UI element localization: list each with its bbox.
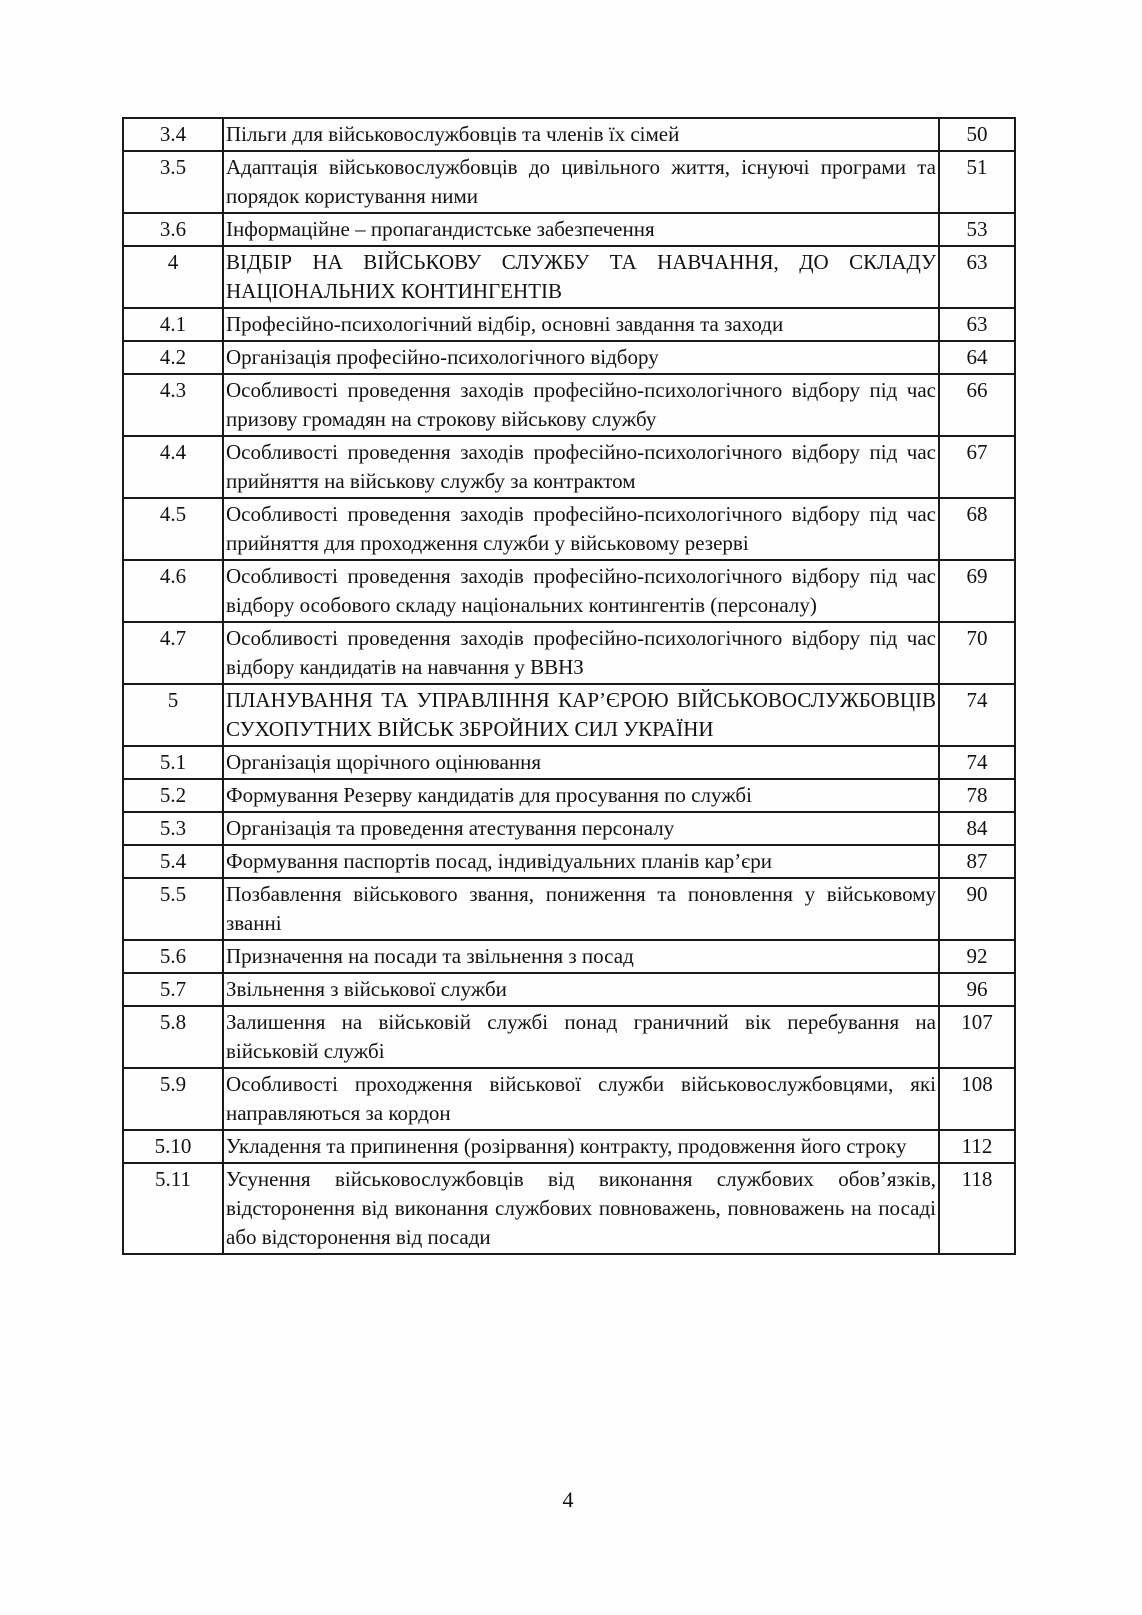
toc-row-page: 87 — [938, 844, 1016, 879]
toc-row-number: 5.2 — [122, 778, 224, 813]
toc-row-number: 5.11 — [122, 1162, 224, 1255]
toc-row-title: Особливості проведення заходів професійн… — [222, 621, 940, 685]
toc-row-title: Позбавлення військового звання, пониженн… — [222, 877, 940, 941]
toc-row-title: Особливості проходження військової служб… — [222, 1067, 940, 1131]
toc-row-number: 4 — [122, 245, 224, 309]
toc-row: 5.10 Укладення та припинення (розірвання)… — [122, 1129, 1016, 1164]
toc-row-number: 5.10 — [122, 1129, 224, 1164]
toc-row-title: Формування Резерву кандидатів для просув… — [222, 778, 940, 813]
toc-row-title: Інформаційне – пропагандистське забезпеч… — [222, 212, 940, 247]
toc-row: 4 ВІДБІР НА ВІЙСЬКОВУ СЛУЖБУ ТА НАВЧАННЯ,… — [122, 245, 1016, 309]
toc-row: 5.4 Формування паспортів посад, індивідуа… — [122, 844, 1016, 879]
toc-row-number: 4.6 — [122, 559, 224, 623]
toc-row: 4.1 Професійно-психологічний відбір, осно… — [122, 307, 1016, 342]
toc-row-title: Укладення та припинення (розірвання) кон… — [222, 1129, 940, 1164]
toc-row-page: 96 — [938, 972, 1016, 1007]
toc-row-title: Особливості проведення заходів професійн… — [222, 497, 940, 561]
toc-row-page: 74 — [938, 745, 1016, 780]
toc-row-title: Особливості проведення заходів професійн… — [222, 559, 940, 623]
toc-row-title: Організація щорічного оцінювання — [222, 745, 940, 780]
toc-row-title: Залишення на військовій службі понад гра… — [222, 1005, 940, 1069]
toc-row-number: 5.1 — [122, 745, 224, 780]
toc-row: 4.6 Особливості проведення заходів профес… — [122, 559, 1016, 623]
toc-row: 4.4 Особливості проведення заходів профес… — [122, 435, 1016, 499]
toc-table: 3.4 Пільги для військовослужбовців та чле… — [122, 117, 1016, 1255]
toc-row: 5.5 Позбавлення військового звання, пониж… — [122, 877, 1016, 941]
toc-row-number: 5.7 — [122, 972, 224, 1007]
toc-row: 3.6 Інформаційне – пропагандистське забез… — [122, 212, 1016, 247]
toc-row-page: 84 — [938, 811, 1016, 846]
toc-row-number: 5.6 — [122, 939, 224, 974]
toc-row: 4.5 Особливості проведення заходів профес… — [122, 497, 1016, 561]
toc-row-title: Пільги для військовослужбовців та членів… — [222, 117, 940, 152]
toc-row-number: 4.2 — [122, 340, 224, 375]
toc-row-number: 3.4 — [122, 117, 224, 152]
toc-row-title: ВІДБІР НА ВІЙСЬКОВУ СЛУЖБУ ТА НАВЧАННЯ, … — [222, 245, 940, 309]
toc-row-page: 66 — [938, 373, 1016, 437]
toc-row-page: 63 — [938, 307, 1016, 342]
toc-row-page: 50 — [938, 117, 1016, 152]
toc-row-title: Особливості проведення заходів професійн… — [222, 373, 940, 437]
toc-row-page: 63 — [938, 245, 1016, 309]
toc-row-title: Організація та проведення атестування пе… — [222, 811, 940, 846]
toc-row-page: 67 — [938, 435, 1016, 499]
toc-row-page: 108 — [938, 1067, 1016, 1131]
toc-row: 3.5 Адаптація військовослужбовців до циві… — [122, 150, 1016, 214]
toc-row-page: 69 — [938, 559, 1016, 623]
toc-row-title: Усунення військовослужбовців від виконан… — [222, 1162, 940, 1255]
toc-row-page: 107 — [938, 1005, 1016, 1069]
toc-row-page: 78 — [938, 778, 1016, 813]
toc-row-title: Адаптація військовослужбовців до цивільн… — [222, 150, 940, 214]
toc-row-number: 5.3 — [122, 811, 224, 846]
toc-row-title: Організація професійно-психологічного ві… — [222, 340, 940, 375]
toc-row-page: 112 — [938, 1129, 1016, 1164]
toc-row-number: 3.6 — [122, 212, 224, 247]
page-number: 4 — [562, 1487, 574, 1512]
toc-row-title: Звільнення з військової служби — [222, 972, 940, 1007]
toc-row-number: 5.9 — [122, 1067, 224, 1131]
toc-row-number: 4.3 — [122, 373, 224, 437]
toc-row-number: 4.1 — [122, 307, 224, 342]
toc-table-body: 3.4 Пільги для військовослужбовців та чле… — [122, 117, 1016, 1255]
toc-row-title: Призначення на посади та звільнення з по… — [222, 939, 940, 974]
toc-row-title: Професійно-психологічний відбір, основні… — [222, 307, 940, 342]
toc-row: 4.3 Особливості проведення заходів профес… — [122, 373, 1016, 437]
toc-row: 5 ПЛАНУВАННЯ ТА УПРАВЛІННЯ КАР’ЄРОЮ ВІЙСЬ… — [122, 683, 1016, 747]
toc-row: 5.6 Призначення на посади та звільнення з… — [122, 939, 1016, 974]
toc-row-number: 5.5 — [122, 877, 224, 941]
toc-row-title: ПЛАНУВАННЯ ТА УПРАВЛІННЯ КАР’ЄРОЮ ВІЙСЬК… — [222, 683, 940, 747]
toc-row: 5.9 Особливості проходження військової сл… — [122, 1067, 1016, 1131]
toc-row-title: Формування паспортів посад, індивідуальн… — [222, 844, 940, 879]
toc-row-page: 118 — [938, 1162, 1016, 1255]
toc-row-title: Особливості проведення заходів професійн… — [222, 435, 940, 499]
toc-row-page: 51 — [938, 150, 1016, 214]
toc-row: 5.11 Усунення військовослужбовців від вик… — [122, 1162, 1016, 1255]
toc-row-number: 4.5 — [122, 497, 224, 561]
toc-row: 5.7 Звільнення з військової служби 96 — [122, 972, 1016, 1007]
toc-row-number: 3.5 — [122, 150, 224, 214]
toc-row-number: 4.7 — [122, 621, 224, 685]
toc-row: 5.3 Організація та проведення атестування… — [122, 811, 1016, 846]
toc-row-page: 68 — [938, 497, 1016, 561]
toc-row-page: 74 — [938, 683, 1016, 747]
toc-row: 3.4 Пільги для військовослужбовців та чле… — [122, 117, 1016, 152]
toc-row: 5.2 Формування Резерву кандидатів для про… — [122, 778, 1016, 813]
toc-row-number: 5.8 — [122, 1005, 224, 1069]
toc-row-page: 70 — [938, 621, 1016, 685]
toc-row-page: 53 — [938, 212, 1016, 247]
toc-row-page: 90 — [938, 877, 1016, 941]
toc-row: 5.1 Організація щорічного оцінювання 74 — [122, 745, 1016, 780]
toc-row: 4.2 Організація професійно-психологічного… — [122, 340, 1016, 375]
toc-row-number: 5 — [122, 683, 224, 747]
toc-row: 5.8 Залишення на військовій службі понад … — [122, 1005, 1016, 1069]
toc-row-number: 4.4 — [122, 435, 224, 499]
toc-row: 4.7 Особливості проведення заходів профес… — [122, 621, 1016, 685]
toc-row-number: 5.4 — [122, 844, 224, 879]
toc-row-page: 92 — [938, 939, 1016, 974]
toc-row-page: 64 — [938, 340, 1016, 375]
